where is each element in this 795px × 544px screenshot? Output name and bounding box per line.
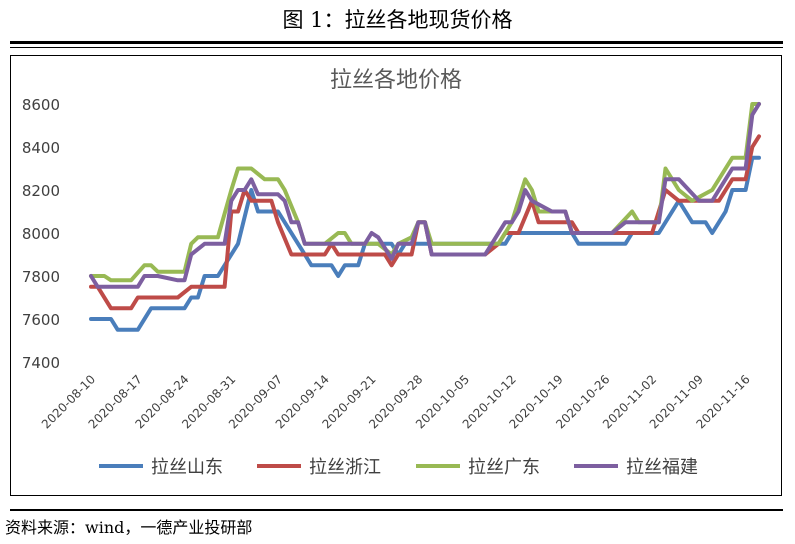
chart-frame: 拉丝各地价格 7400 7600 7800 8000 8200 8400 8600 2020… xyxy=(10,55,782,496)
series-line-1 xyxy=(89,155,761,332)
legend-label: 拉丝福建 xyxy=(626,457,698,478)
y-tick-label: 8600 xyxy=(22,96,60,114)
y-tick-label: 8000 xyxy=(22,225,60,243)
legend-label: 拉丝山东 xyxy=(151,457,223,478)
y-tick-label: 8400 xyxy=(22,139,60,157)
y-tick-label: 7400 xyxy=(22,354,60,372)
legend: 拉丝山东 拉丝浙江 拉丝广东 拉丝福建 xyxy=(99,457,698,478)
y-tick-label: 8200 xyxy=(22,182,60,200)
figure-title: 图 1：拉丝各地现货价格 xyxy=(282,8,513,32)
legend-label: 拉丝广东 xyxy=(468,457,540,478)
legend-label: 拉丝浙江 xyxy=(309,457,381,478)
series-line-4 xyxy=(89,102,761,289)
plot-lines xyxy=(89,102,761,332)
top-rule-thick xyxy=(10,41,783,44)
bottom-rule xyxy=(10,509,783,511)
y-tick-label: 7600 xyxy=(22,311,60,329)
y-tick-label: 7800 xyxy=(22,268,60,286)
x-axis: 2020-08-102020-08-172020-08-242020-08-31… xyxy=(39,372,753,431)
top-rule-thin xyxy=(10,47,783,48)
chart-title: 拉丝各地价格 xyxy=(330,68,462,93)
source-note: 资料来源：wind，一德产业投研部 xyxy=(5,518,253,537)
price-line-chart: 拉丝各地价格 7400 7600 7800 8000 8200 8400 8600 2020… xyxy=(22,68,761,478)
y-axis: 7400 7600 7800 8000 8200 8400 8600 xyxy=(22,96,60,372)
